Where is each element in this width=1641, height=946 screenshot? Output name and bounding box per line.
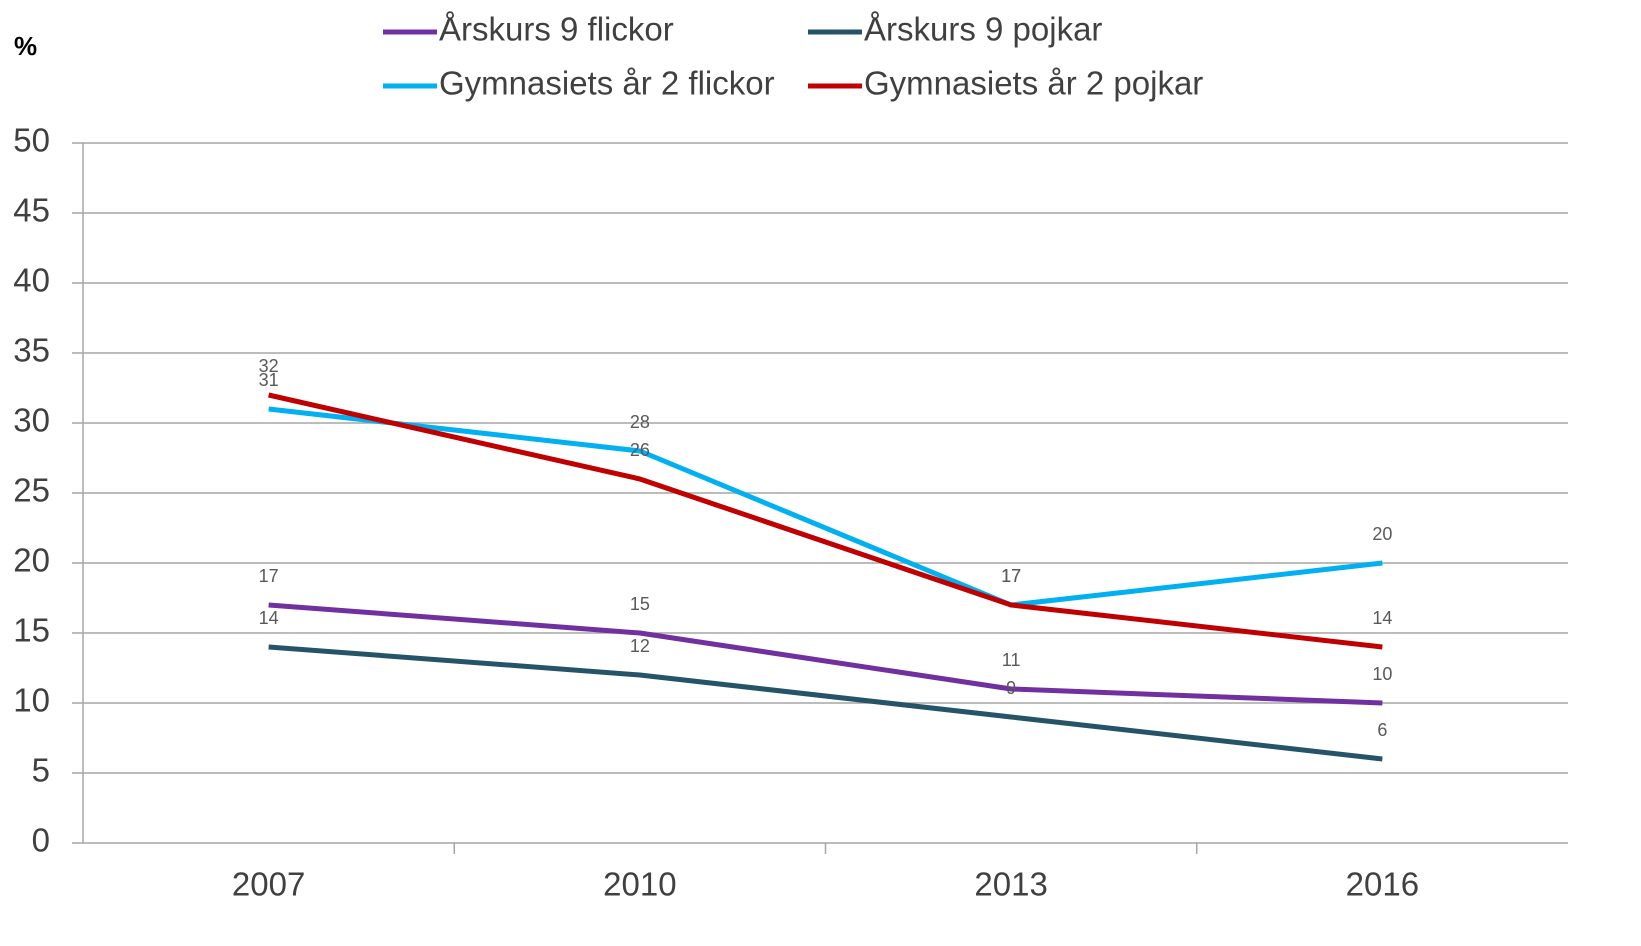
legend-label: Gymnasiets år 2 flickor (439, 65, 775, 102)
y-tick-label: 5 (32, 752, 50, 789)
series-line (268, 392, 1383, 650)
data-label: 17 (1001, 566, 1021, 586)
data-label: 14 (1372, 608, 1392, 628)
y-tick-label: 35 (13, 332, 50, 369)
y-tick-label: 15 (13, 612, 50, 649)
y-tick-label: 30 (13, 402, 50, 439)
legend-label: Årskurs 9 flickor (439, 11, 674, 48)
data-label: 15 (630, 594, 650, 614)
data-label: 28 (630, 412, 650, 432)
data-label: 20 (1372, 524, 1392, 544)
data-label: 26 (630, 440, 650, 460)
series-line (268, 644, 1383, 762)
y-tick-label: 0 (32, 822, 50, 859)
series-line (268, 406, 1383, 608)
x-tick-label: 2010 (603, 866, 676, 903)
data-label: 9 (1006, 678, 1016, 698)
y-tick-label: 10 (13, 682, 50, 719)
data-label: 12 (630, 636, 650, 656)
data-label: 17 (259, 566, 279, 586)
y-unit-label: % (14, 31, 37, 61)
data-label: 10 (1372, 664, 1392, 684)
y-tick-label: 50 (13, 122, 50, 159)
x-tick-label: 2016 (1346, 866, 1419, 903)
y-tick-label: 40 (13, 262, 50, 299)
y-tick-label: 25 (13, 472, 50, 509)
x-tick-label: 2013 (974, 866, 1047, 903)
data-label: 14 (259, 608, 279, 628)
series-line (268, 602, 1383, 706)
data-label: 17 (1001, 566, 1021, 586)
data-label: 6 (1377, 720, 1387, 740)
data-label: 32 (259, 356, 279, 376)
data-label: 11 (1002, 650, 1021, 670)
legend-label: Gymnasiets år 2 pojkar (864, 65, 1203, 102)
y-tick-label: 20 (13, 542, 50, 579)
legend-label: Årskurs 9 pojkar (864, 11, 1102, 48)
x-tick-label: 2007 (232, 866, 305, 903)
y-tick-label: 45 (13, 192, 50, 229)
data-label: 31 (259, 370, 279, 390)
